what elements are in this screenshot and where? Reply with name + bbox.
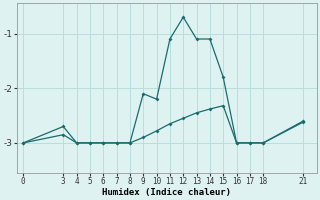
X-axis label: Humidex (Indice chaleur): Humidex (Indice chaleur)	[102, 188, 231, 197]
